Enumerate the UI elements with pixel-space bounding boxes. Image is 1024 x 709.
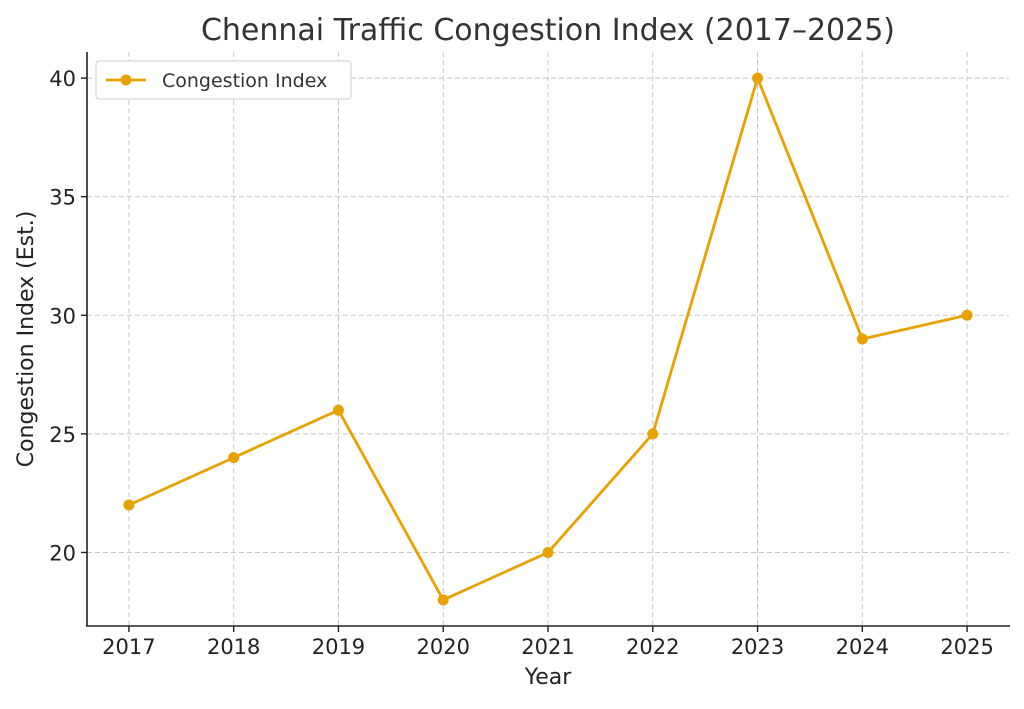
x-tick-label: 2023 (731, 635, 784, 659)
x-tick-label: 2025 (940, 635, 993, 659)
y-tick-label: 20 (49, 541, 76, 565)
legend: Congestion Index (95, 60, 352, 100)
chart-title: Chennai Traffic Congestion Index (2017–2… (201, 13, 895, 48)
x-tick-label: 2017 (102, 635, 155, 659)
legend-label: Congestion Index (162, 70, 327, 92)
data-point (542, 546, 554, 558)
x-tick-label: 2018 (207, 635, 260, 659)
data-point (856, 333, 868, 345)
legend-box (95, 60, 352, 100)
x-tick-label: 2022 (626, 635, 679, 659)
x-tick-label: 2019 (312, 635, 365, 659)
y-tick-label: 25 (49, 423, 76, 447)
data-point (437, 594, 449, 606)
data-point (961, 309, 973, 321)
x-tick-label: 2024 (836, 635, 889, 659)
ticks: 2017 2018 2019 2020 2021 2022 2023 2024 20252025… (49, 67, 994, 659)
legend-marker-swatch (120, 74, 132, 86)
data-point (123, 499, 135, 511)
x-tick-label: 2021 (521, 635, 574, 659)
x-axis-label: Year (524, 665, 573, 690)
y-axis-label: Congestion Index (Est.) (14, 211, 39, 468)
data-point (228, 452, 240, 464)
series (123, 72, 973, 606)
data-point (332, 404, 344, 416)
data-point (752, 72, 764, 84)
y-tick-label: 35 (49, 186, 76, 210)
y-tick-label: 30 (49, 304, 76, 328)
y-tick-label: 40 (49, 67, 76, 91)
data-point (647, 428, 659, 440)
grid (87, 52, 1009, 626)
x-tick-label: 2020 (417, 635, 470, 659)
